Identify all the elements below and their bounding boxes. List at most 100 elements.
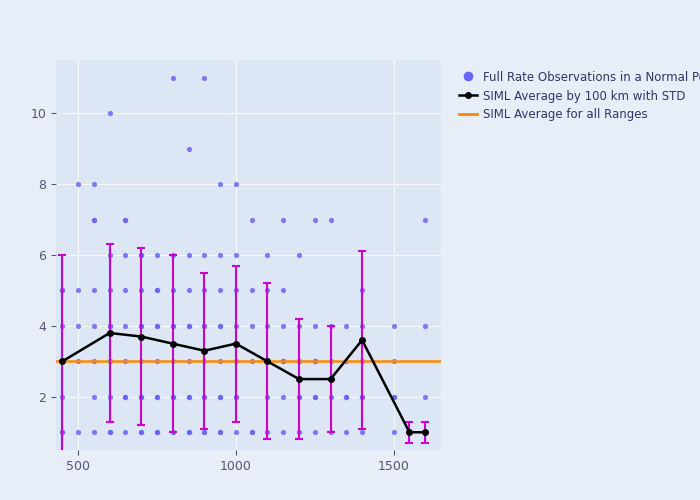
Point (199, 393, 210, 401)
Point (167, 393, 178, 401)
Point (120, 428, 131, 436)
Point (262, 428, 273, 436)
Point (341, 428, 352, 436)
Legend: Full Rate Observations in a Normal Point, SIML Average by 100 km with STD, SIML : Full Rate Observations in a Normal Point… (454, 66, 700, 126)
Point (199, 393, 210, 401)
Point (214, 251, 225, 259)
Point (246, 322, 258, 330)
Point (104, 251, 116, 259)
Point (73, 428, 84, 436)
Point (57, 428, 68, 436)
Point (388, 322, 399, 330)
Point (293, 358, 304, 366)
Point (214, 322, 225, 330)
Point (214, 393, 225, 401)
Point (57, 286, 68, 294)
Point (214, 322, 225, 330)
Point (262, 358, 273, 366)
Point (151, 428, 162, 436)
Point (151, 251, 162, 259)
Point (151, 428, 162, 436)
Point (183, 251, 194, 259)
Point (88, 358, 99, 366)
Point (199, 322, 210, 330)
Point (88, 322, 99, 330)
Point (230, 358, 241, 366)
Point (214, 428, 225, 436)
Point (309, 358, 321, 366)
Point (356, 358, 368, 366)
Point (167, 428, 178, 436)
Point (388, 428, 399, 436)
Point (167, 286, 178, 294)
Point (199, 251, 210, 259)
Point (356, 393, 368, 401)
Point (293, 251, 304, 259)
Point (57, 428, 68, 436)
Point (309, 393, 321, 401)
Point (57, 358, 68, 366)
Point (167, 358, 178, 366)
Point (293, 393, 304, 401)
Point (325, 358, 336, 366)
Point (230, 180, 241, 188)
Point (246, 428, 258, 436)
Point (199, 74, 210, 82)
Point (309, 322, 321, 330)
Point (167, 428, 178, 436)
Point (57, 393, 68, 401)
Point (88, 216, 99, 224)
Point (214, 286, 225, 294)
Point (183, 393, 194, 401)
Point (104, 109, 116, 117)
Point (73, 180, 84, 188)
Point (120, 216, 131, 224)
Point (104, 322, 116, 330)
Point (262, 286, 273, 294)
Point (246, 428, 258, 436)
Point (325, 322, 336, 330)
Point (278, 322, 289, 330)
Point (120, 393, 131, 401)
Point (120, 322, 131, 330)
Point (214, 358, 225, 366)
Point (167, 393, 178, 401)
Point (341, 358, 352, 366)
Point (278, 393, 289, 401)
Point (278, 358, 289, 366)
Point (104, 428, 116, 436)
Point (151, 358, 162, 366)
Point (183, 393, 194, 401)
Point (230, 393, 241, 401)
Point (88, 428, 99, 436)
Point (136, 428, 147, 436)
Point (356, 322, 368, 330)
Point (167, 322, 178, 330)
Point (419, 393, 430, 401)
Point (199, 428, 210, 436)
Point (183, 286, 194, 294)
Point (230, 393, 241, 401)
Point (88, 393, 99, 401)
Point (325, 428, 336, 436)
Point (214, 393, 225, 401)
Point (104, 358, 116, 366)
Point (104, 393, 116, 401)
Point (309, 216, 321, 224)
Point (293, 322, 304, 330)
Point (341, 393, 352, 401)
Point (214, 428, 225, 436)
Point (73, 322, 84, 330)
Point (88, 180, 99, 188)
Point (73, 286, 84, 294)
Point (278, 428, 289, 436)
Point (325, 393, 336, 401)
Point (120, 393, 131, 401)
Point (88, 216, 99, 224)
Point (246, 286, 258, 294)
Point (88, 286, 99, 294)
Point (183, 322, 194, 330)
Point (356, 428, 368, 436)
Point (293, 358, 304, 366)
Point (246, 216, 258, 224)
